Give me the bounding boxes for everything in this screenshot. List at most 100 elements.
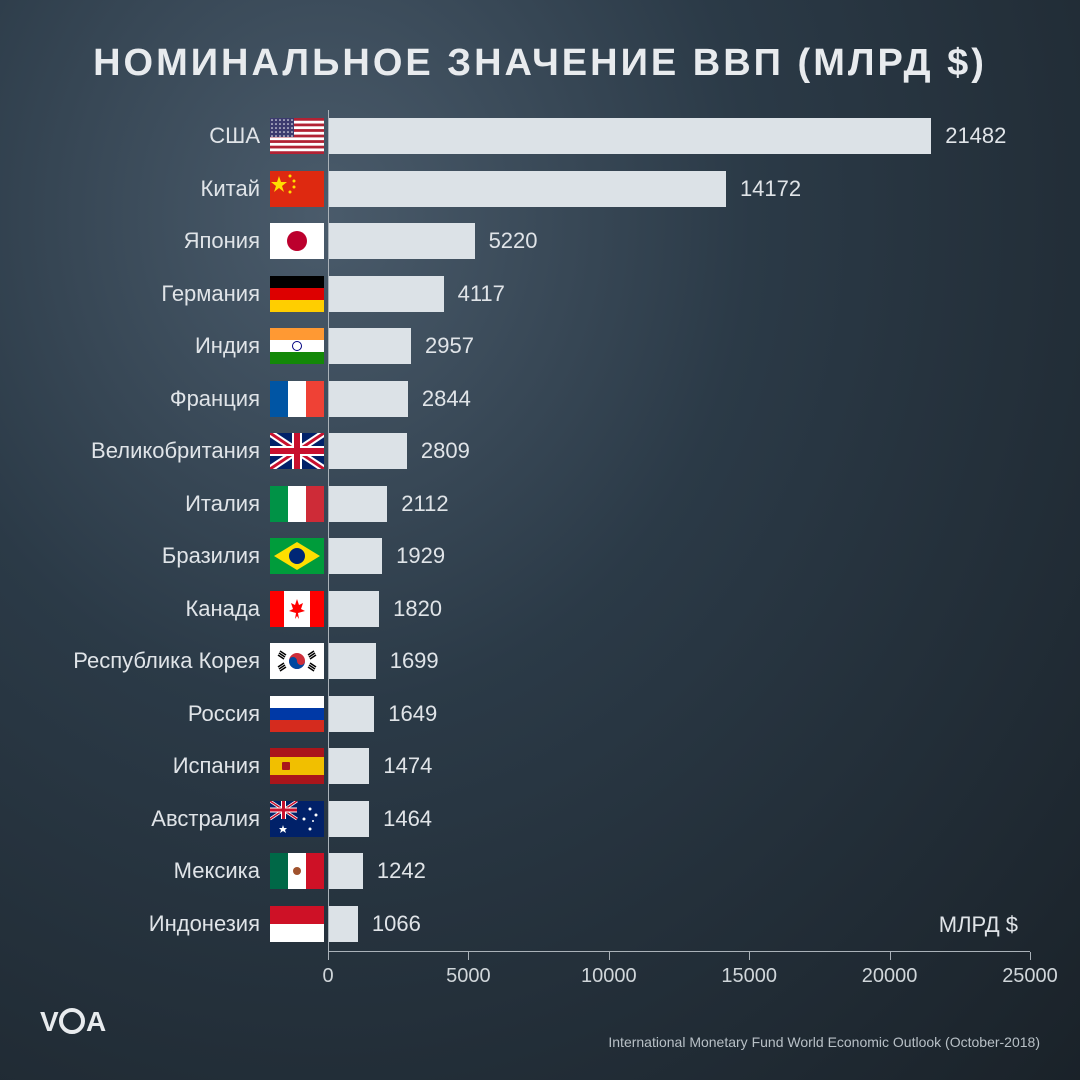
country-label: Франция (50, 386, 270, 412)
chart-title: НОМИНАЛЬНОЕ ЗНАЧЕНИЕ ВВП (МЛРД $) (0, 0, 1080, 85)
x-tick (328, 952, 329, 960)
bar-area: 1929 (328, 538, 1030, 574)
bar (328, 748, 369, 784)
chart-row: Великобритания 2809 (50, 425, 1030, 478)
x-tick (468, 952, 469, 960)
country-label: Австралия (50, 806, 270, 832)
bar-value: 1820 (393, 596, 442, 622)
br-flag-icon (270, 538, 324, 574)
country-label: Германия (50, 281, 270, 307)
bar-area: 5220 (328, 223, 1030, 259)
svg-text:A: A (86, 1006, 106, 1037)
bar-area: 1699 (328, 643, 1030, 679)
country-label: Мексика (50, 858, 270, 884)
chart-row: Франция 2844 (50, 373, 1030, 426)
bar-value: 14172 (740, 176, 801, 202)
bar (328, 223, 475, 259)
bar-value: 21482 (945, 123, 1006, 149)
country-label: Республика Корея (50, 648, 270, 674)
x-axis-line (328, 951, 1030, 952)
id-flag-icon (270, 906, 324, 942)
bar-area: 2844 (328, 381, 1030, 417)
fr-flag-icon (270, 381, 324, 417)
ru-flag-icon (270, 696, 324, 732)
es-flag-icon (270, 748, 324, 784)
country-label: Индия (50, 333, 270, 359)
bar (328, 118, 931, 154)
country-label: Китай (50, 176, 270, 202)
jp-flag-icon (270, 223, 324, 259)
chart-row: Испания 1474 (50, 740, 1030, 793)
x-tick-label: 5000 (446, 965, 491, 988)
country-label: Индонезия (50, 911, 270, 937)
bar-value: 5220 (489, 228, 538, 254)
bar-area: 1242 (328, 853, 1030, 889)
bar (328, 171, 726, 207)
chart-row: Италия2112 (50, 478, 1030, 531)
bar-value: 1066 (372, 911, 421, 937)
mx-flag-icon (270, 853, 324, 889)
bar (328, 853, 363, 889)
in-flag-icon (270, 328, 324, 364)
cn-flag-icon (270, 171, 324, 207)
gb-flag-icon (270, 433, 324, 469)
bar (328, 486, 387, 522)
chart-row: Индонезия 1066 (50, 898, 1030, 951)
bar-area: 1649 (328, 696, 1030, 732)
bar (328, 276, 444, 312)
country-label: Италия (50, 491, 270, 517)
ca-flag-icon (270, 591, 324, 627)
x-tick-label: 0 (322, 965, 333, 988)
x-tick (1030, 952, 1031, 960)
bar (328, 801, 369, 837)
source-text: International Monetary Fund World Econom… (608, 1034, 1040, 1050)
bar (328, 433, 407, 469)
bar (328, 591, 379, 627)
country-label: Великобритания (50, 438, 270, 464)
bar-chart: США 21482 Китай 14172 Япония5220 Германия 4117… (50, 110, 1030, 950)
bar (328, 643, 376, 679)
bar (328, 906, 358, 942)
country-label: Россия (50, 701, 270, 727)
chart-row: Япония5220 (50, 215, 1030, 268)
us-flag-icon (270, 118, 324, 154)
bar-value: 1649 (388, 701, 437, 727)
chart-row: Индия 2957 (50, 320, 1030, 373)
bar-area: 2809 (328, 433, 1030, 469)
x-tick-label: 25000 (1002, 965, 1058, 988)
bar-area: 1474 (328, 748, 1030, 784)
bar-value: 2844 (422, 386, 471, 412)
svg-text:V: V (40, 1006, 59, 1037)
de-flag-icon (270, 276, 324, 312)
bar-value: 4117 (458, 281, 505, 307)
x-tick-label: 10000 (581, 965, 637, 988)
x-tick (749, 952, 750, 960)
bar-value: 1242 (377, 858, 426, 884)
bar (328, 538, 382, 574)
bar-area: 14172 (328, 171, 1030, 207)
country-label: Канада (50, 596, 270, 622)
kr-flag-icon (270, 643, 324, 679)
voa-logo: V A (40, 1001, 120, 1046)
x-tick (609, 952, 610, 960)
bar-area: 21482 (328, 118, 1030, 154)
bar-value: 1699 (390, 648, 439, 674)
chart-row: Республика Корея 1699 (50, 635, 1030, 688)
it-flag-icon (270, 486, 324, 522)
au-flag-icon (270, 801, 324, 837)
chart-row: Германия 4117 (50, 268, 1030, 321)
bar-area: 2957 (328, 328, 1030, 364)
x-tick-label: 15000 (721, 965, 777, 988)
bar-area: 4117 (328, 276, 1030, 312)
bar-value: 1464 (383, 806, 432, 832)
x-tick (890, 952, 891, 960)
chart-row: Бразилия1929 (50, 530, 1030, 583)
bar-area: 1820 (328, 591, 1030, 627)
country-label: Испания (50, 753, 270, 779)
bar (328, 328, 411, 364)
chart-row: Канада 1820 (50, 583, 1030, 636)
bar-value: 2957 (425, 333, 474, 359)
bar-value: 1474 (383, 753, 432, 779)
bar-area: 1066 (328, 906, 1030, 942)
country-label: США (50, 123, 270, 149)
